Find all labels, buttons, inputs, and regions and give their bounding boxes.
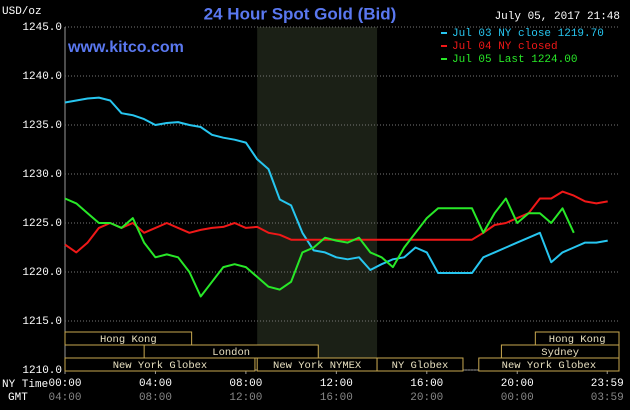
session-bar: [478, 357, 620, 372]
x2-tick-label: 04:00: [48, 392, 81, 404]
x2-tick-label: 20:00: [410, 392, 443, 404]
x-tick-label: 08:00: [229, 378, 262, 390]
y-axis-label: USD/oz: [2, 6, 42, 18]
session-bar: [376, 357, 464, 372]
session-label: New York Globex: [502, 360, 597, 372]
y-tick-label: 1245.0: [22, 22, 62, 34]
x2-tick-label: 03:59: [591, 392, 624, 404]
x2-tick-label: 00:00: [501, 392, 534, 404]
x-tick-label: 00:00: [48, 378, 81, 390]
session-label: London: [212, 347, 250, 359]
y-tick-label: 1240.0: [22, 71, 62, 83]
session-label: New York NYMEX: [273, 360, 362, 372]
session-bar: [64, 357, 256, 372]
y-tick-label: 1235.0: [22, 120, 62, 132]
x-axis-label: NY Time: [2, 379, 48, 391]
x-tick-label: 20:00: [501, 378, 534, 390]
session-bar: [64, 331, 193, 346]
series-line: [64, 96, 608, 274]
legend-label: Jul 04 NY closed: [452, 41, 558, 53]
x2-axis-label: GMT: [8, 392, 28, 404]
legend-label: Jul 03 NY close 1219.70: [452, 28, 604, 40]
x-tick-label: 04:00: [139, 378, 172, 390]
x-tick-label: 23:59: [591, 378, 624, 390]
y-tick-label: 1215.0: [22, 316, 62, 328]
session-label: Sydney: [541, 347, 579, 359]
chart-title: 24 Hour Spot Gold (Bid): [204, 4, 397, 23]
y-tick-label: 1225.0: [22, 218, 62, 230]
session-label: New York Globex: [113, 360, 208, 372]
session-label: Hong Kong: [100, 334, 157, 346]
session-label: NY Globex: [392, 360, 449, 372]
session-label: Hong Kong: [549, 334, 606, 346]
x2-tick-label: 16:00: [320, 392, 353, 404]
x2-tick-label: 08:00: [139, 392, 172, 404]
timestamp: July 05, 2017 21:48: [495, 11, 620, 23]
x-tick-label: 12:00: [320, 378, 353, 390]
y-tick-label: 1220.0: [22, 267, 62, 279]
y-tick-label: 1230.0: [22, 169, 62, 181]
series-line: [64, 197, 575, 298]
legend-label: Jul 05 Last 1224.00: [452, 54, 577, 66]
x2-tick-label: 12:00: [229, 392, 262, 404]
x-tick-label: 16:00: [410, 378, 443, 390]
y-tick-label: 1210.0: [22, 365, 62, 377]
shaded-region: [257, 27, 378, 370]
source: www.kitco.com: [67, 39, 184, 56]
